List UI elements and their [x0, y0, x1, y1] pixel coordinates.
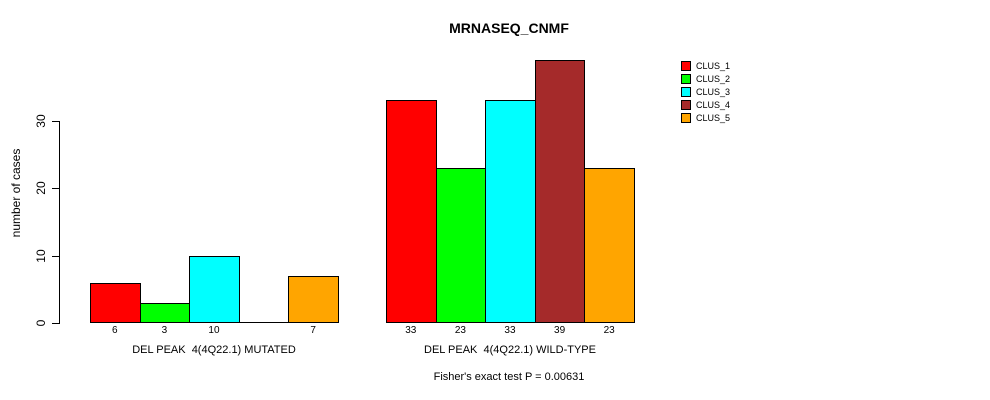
- bar-clus_2: [435, 167, 487, 323]
- x-axis-category-label: DEL PEAK 4(4Q22.1) MUTATED: [132, 344, 296, 356]
- bar-value-label: 3: [161, 325, 168, 336]
- bar-value-label: 6: [112, 325, 118, 336]
- bar-value-label: 10: [208, 325, 220, 336]
- legend-label: CLUS_1: [696, 61, 731, 71]
- bar-clus_1: [386, 100, 437, 323]
- bar-clus_4: [534, 59, 586, 323]
- bar-clus_2: [139, 302, 191, 323]
- bar-value-label: 33: [405, 325, 417, 336]
- legend-swatch: [681, 113, 691, 123]
- x-axis-category-label: DEL PEAK 4(4Q22.1) WILD-TYPE: [424, 344, 596, 356]
- bar-value-label: 23: [454, 325, 466, 336]
- legend-swatch: [681, 87, 691, 97]
- y-axis-line: [59, 120, 60, 324]
- bar-value-label: 7: [310, 325, 316, 336]
- legend-label: CLUS_3: [696, 87, 731, 97]
- y-axis-tick-label: 0: [34, 319, 48, 327]
- bar-value-label: 23: [603, 325, 615, 336]
- legend-item-clus_4: CLUS_4: [681, 100, 730, 110]
- legend-label: CLUS_4: [696, 100, 731, 110]
- fisher-test-annotation: Fisher's exact test P = 0.00631: [433, 371, 585, 383]
- legend-swatch: [681, 100, 691, 110]
- legend-swatch: [681, 61, 691, 71]
- y-axis-tick: [52, 121, 59, 122]
- y-axis-tick: [52, 256, 59, 257]
- legend-label: CLUS_2: [696, 74, 731, 84]
- bar-value-label: 33: [504, 325, 516, 336]
- bar-clus_5: [288, 275, 339, 323]
- legend-item-clus_2: CLUS_2: [681, 74, 730, 84]
- bar-clus_5: [584, 167, 635, 323]
- legend-swatch: [681, 74, 691, 84]
- legend: CLUS_1 CLUS_2 CLUS_3 CLUS_4 CLUS_5: [681, 61, 730, 123]
- y-axis-label: number of cases: [9, 148, 23, 238]
- y-axis-tick-label: 10: [34, 248, 48, 263]
- y-axis-tick: [52, 323, 59, 324]
- bar-clus_3: [485, 100, 536, 323]
- y-axis-tick: [52, 188, 59, 189]
- bar-clus_1: [90, 282, 141, 323]
- y-axis-tick-label: 20: [34, 181, 48, 195]
- legend-label: CLUS_5: [696, 113, 731, 123]
- bar-value-label: 39: [554, 325, 566, 336]
- y-axis-tick-label: 30: [34, 113, 48, 128]
- chart-title: MRNASEQ_CNMF: [449, 20, 569, 36]
- legend-item-clus_3: CLUS_3: [681, 87, 730, 97]
- legend-item-clus_5: CLUS_5: [681, 113, 730, 123]
- bar-clus_3: [189, 255, 240, 323]
- legend-item-clus_1: CLUS_1: [681, 61, 730, 71]
